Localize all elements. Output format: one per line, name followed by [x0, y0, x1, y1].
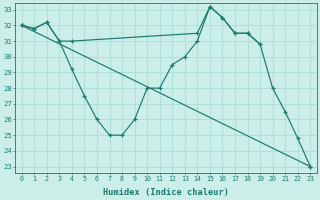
X-axis label: Humidex (Indice chaleur): Humidex (Indice chaleur): [103, 188, 229, 197]
